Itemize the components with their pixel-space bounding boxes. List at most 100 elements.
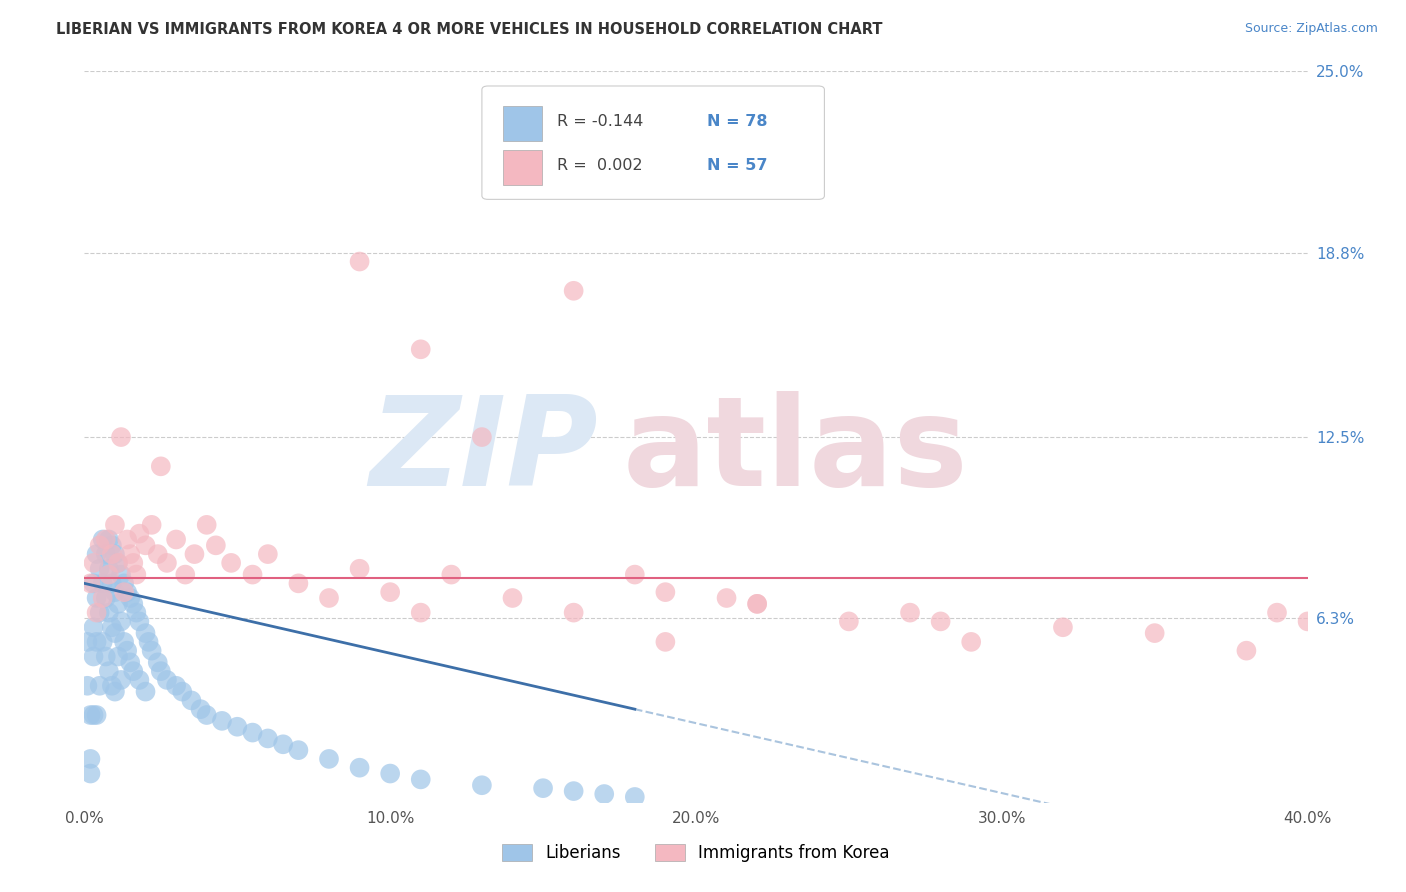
- Point: [149, 664, 172, 678]
- Point: [146, 656, 169, 670]
- Point: [97, 606, 120, 620]
- Point: [257, 547, 280, 561]
- Point: [440, 567, 463, 582]
- Text: R =  0.002: R = 0.002: [557, 158, 643, 173]
- Point: [94, 533, 117, 547]
- Point: [104, 585, 127, 599]
- Point: [76, 635, 98, 649]
- Point: [205, 538, 228, 552]
- Point: [146, 547, 169, 561]
- Point: [97, 567, 120, 582]
- Point: [1143, 626, 1166, 640]
- Point: [91, 635, 114, 649]
- Point: [156, 673, 179, 687]
- Point: [135, 626, 157, 640]
- Point: [380, 585, 402, 599]
- Point: [747, 597, 769, 611]
- Point: [318, 752, 340, 766]
- Point: [101, 679, 124, 693]
- Point: [271, 737, 294, 751]
- Point: [716, 591, 738, 605]
- Point: [135, 538, 157, 552]
- Point: [79, 576, 101, 591]
- Point: [112, 635, 135, 649]
- Point: [929, 615, 952, 629]
- Point: [86, 591, 108, 605]
- Point: [110, 615, 132, 629]
- Point: [502, 591, 524, 605]
- Point: [180, 693, 202, 707]
- Point: [242, 567, 264, 582]
- Point: [101, 547, 124, 561]
- Point: [97, 562, 120, 576]
- Point: [141, 517, 163, 532]
- Point: [195, 517, 218, 532]
- Point: [94, 591, 117, 605]
- Point: [624, 789, 647, 804]
- Point: [531, 781, 554, 796]
- Point: [624, 567, 647, 582]
- Point: [101, 576, 124, 591]
- Point: [115, 533, 138, 547]
- Point: [409, 772, 432, 787]
- Point: [107, 556, 129, 570]
- Point: [349, 254, 371, 268]
- Point: [593, 787, 616, 801]
- Point: [122, 556, 145, 570]
- Text: N = 57: N = 57: [707, 158, 768, 173]
- Text: ZIP: ZIP: [370, 392, 598, 512]
- Point: [165, 679, 187, 693]
- Point: [226, 720, 249, 734]
- Point: [211, 714, 233, 728]
- Point: [91, 533, 114, 547]
- Point: [471, 778, 494, 792]
- Point: [287, 743, 309, 757]
- Point: [120, 656, 142, 670]
- Point: [97, 664, 120, 678]
- Point: [1296, 615, 1319, 629]
- Point: [562, 284, 585, 298]
- Point: [349, 761, 371, 775]
- Point: [79, 766, 101, 780]
- Point: [654, 635, 676, 649]
- Text: LIBERIAN VS IMMIGRANTS FROM KOREA 4 OR MORE VEHICLES IN HOUSEHOLD CORRELATION CH: LIBERIAN VS IMMIGRANTS FROM KOREA 4 OR M…: [56, 22, 883, 37]
- Point: [104, 626, 127, 640]
- Point: [91, 591, 114, 605]
- Point: [107, 556, 129, 570]
- Point: [138, 635, 160, 649]
- Point: [380, 766, 402, 780]
- Point: [174, 567, 197, 582]
- Point: [79, 708, 101, 723]
- Text: N = 78: N = 78: [707, 114, 768, 129]
- FancyBboxPatch shape: [503, 150, 541, 185]
- Point: [107, 649, 129, 664]
- Point: [115, 585, 138, 599]
- Point: [125, 606, 148, 620]
- Point: [120, 547, 142, 561]
- Point: [83, 708, 105, 723]
- Point: [128, 673, 150, 687]
- FancyBboxPatch shape: [503, 106, 541, 141]
- Point: [125, 567, 148, 582]
- Point: [101, 538, 124, 552]
- Point: [110, 567, 132, 582]
- Point: [349, 562, 371, 576]
- Point: [257, 731, 280, 746]
- Point: [149, 459, 172, 474]
- Point: [128, 615, 150, 629]
- Text: R = -0.144: R = -0.144: [557, 114, 643, 129]
- Point: [165, 533, 187, 547]
- Point: [86, 708, 108, 723]
- Point: [1052, 620, 1074, 634]
- Point: [79, 752, 101, 766]
- Point: [135, 684, 157, 698]
- Point: [141, 643, 163, 657]
- Point: [1236, 643, 1258, 657]
- Point: [122, 664, 145, 678]
- Point: [89, 606, 111, 620]
- Point: [242, 725, 264, 739]
- Point: [110, 430, 132, 444]
- Point: [89, 562, 111, 576]
- Point: [960, 635, 983, 649]
- Point: [107, 597, 129, 611]
